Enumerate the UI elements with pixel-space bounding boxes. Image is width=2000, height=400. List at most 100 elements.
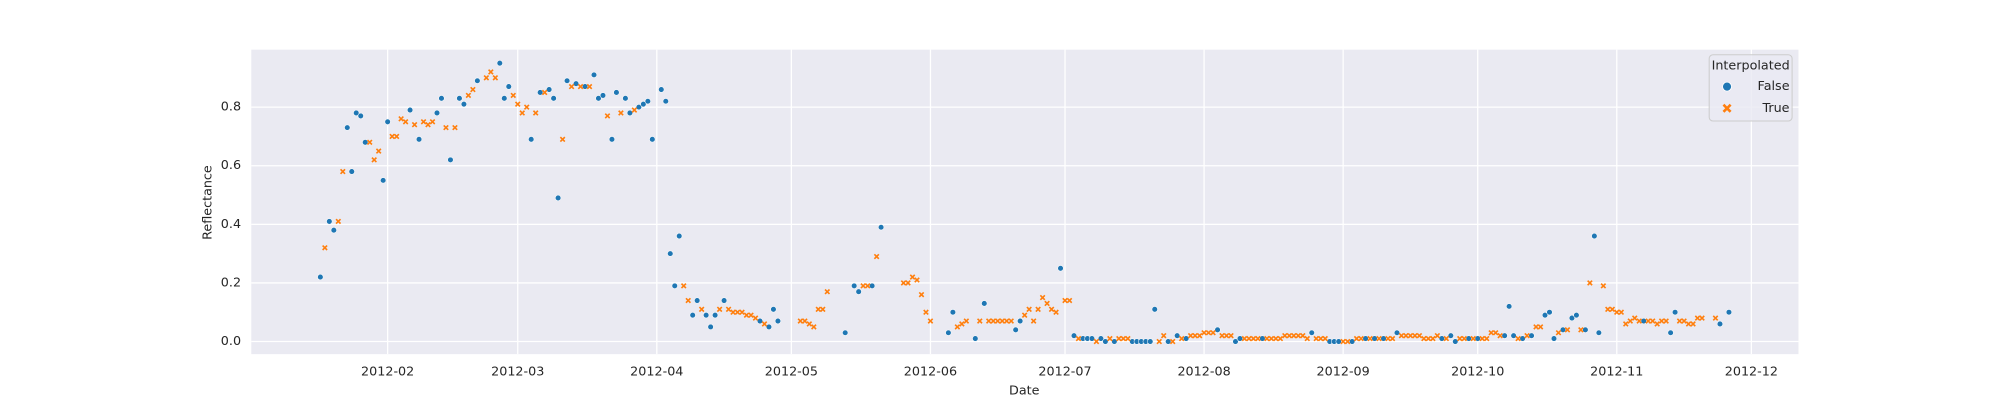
data-point [985,318,992,324]
x-tick-label: 2012-07 [1038,364,1091,379]
data-point [626,109,633,117]
data-point [1201,329,1207,336]
y-tick-label: 0.0 [221,334,241,349]
data-point [1066,297,1073,304]
x-tick-label: 2012-11 [1590,364,1643,379]
data-point [1282,332,1288,339]
x-tick-label: 2012-02 [361,364,414,379]
data-point [366,139,373,146]
data-point [1196,332,1203,339]
data-point [402,118,409,125]
y-axis-label: Reflectance [200,165,215,240]
data-point [1259,335,1266,342]
data-point [1062,297,1068,304]
data-point [1506,303,1513,310]
data-point [774,317,781,325]
data-point [635,104,642,111]
data-point [1546,309,1553,316]
data-point [586,83,593,90]
data-point [1667,329,1674,336]
data-point [1430,335,1436,342]
data-point [1645,318,1651,324]
data-point [1501,332,1508,339]
data-point [420,118,427,125]
data-point [770,306,777,313]
legend-marker [1722,81,1732,92]
data-point [1690,321,1696,327]
data-point [640,101,647,108]
data-point [1564,327,1571,333]
data-point [1559,326,1567,333]
data-point [1492,329,1499,336]
data-point [339,168,346,175]
data-point [909,274,916,280]
data-point [1510,332,1517,339]
data-point [730,309,736,316]
data-point [496,60,503,67]
data-point [443,124,449,131]
data-point [1349,338,1356,345]
data-point [1223,332,1230,339]
data-point [1264,335,1270,342]
data-point [1367,335,1373,342]
data-point [335,218,342,225]
data-point [1286,332,1293,339]
data-point [752,315,759,321]
data-point [644,98,651,105]
data-point [1456,335,1463,342]
data-point [667,250,674,257]
x-tick-label: 2012-12 [1725,364,1778,379]
data-point [851,282,858,289]
data-point [1335,338,1342,345]
data-point [1246,335,1252,342]
data-point [905,280,911,286]
data-point [613,89,620,96]
data-point [1528,332,1535,339]
data-point [572,80,580,87]
data-point [1250,335,1257,342]
data-point [1533,324,1539,330]
data-point [1097,335,1104,342]
data-point [1057,265,1064,272]
data-point [756,317,764,325]
data-point [949,309,956,316]
data-point [1681,318,1687,324]
data-point [380,177,387,184]
data-point [330,227,337,234]
data-point [456,95,463,102]
data-point [411,121,418,128]
data-point [873,253,880,260]
data-point [1497,332,1503,339]
data-point [1371,335,1378,342]
data-point [384,118,391,125]
data-point [452,124,458,131]
data-point [994,318,1001,324]
data-point [559,136,566,143]
data-point [1317,335,1324,342]
data-point [1393,329,1401,336]
data-point [1550,335,1558,342]
data-point [1555,329,1562,336]
data-point [1299,332,1306,339]
x-tick-label: 2012-09 [1317,364,1370,379]
data-point [1380,335,1387,342]
data-point [1488,329,1494,336]
data-point [465,92,472,99]
data-point [1636,318,1643,324]
x-axis-label: Date [1009,384,1040,399]
data-point [1169,338,1176,345]
data-point [914,277,920,283]
data-point [1654,321,1660,327]
data-point [1568,315,1575,322]
data-point [344,124,351,131]
data-point [1515,335,1521,342]
data-point [1304,335,1311,342]
data-point [761,321,768,327]
x-tick-label: 2012-04 [630,364,683,379]
data-point [1640,317,1647,325]
data-point [1088,335,1095,342]
data-point [945,329,952,336]
data-point [528,136,535,143]
data-point [797,318,804,324]
data-point [855,288,862,295]
